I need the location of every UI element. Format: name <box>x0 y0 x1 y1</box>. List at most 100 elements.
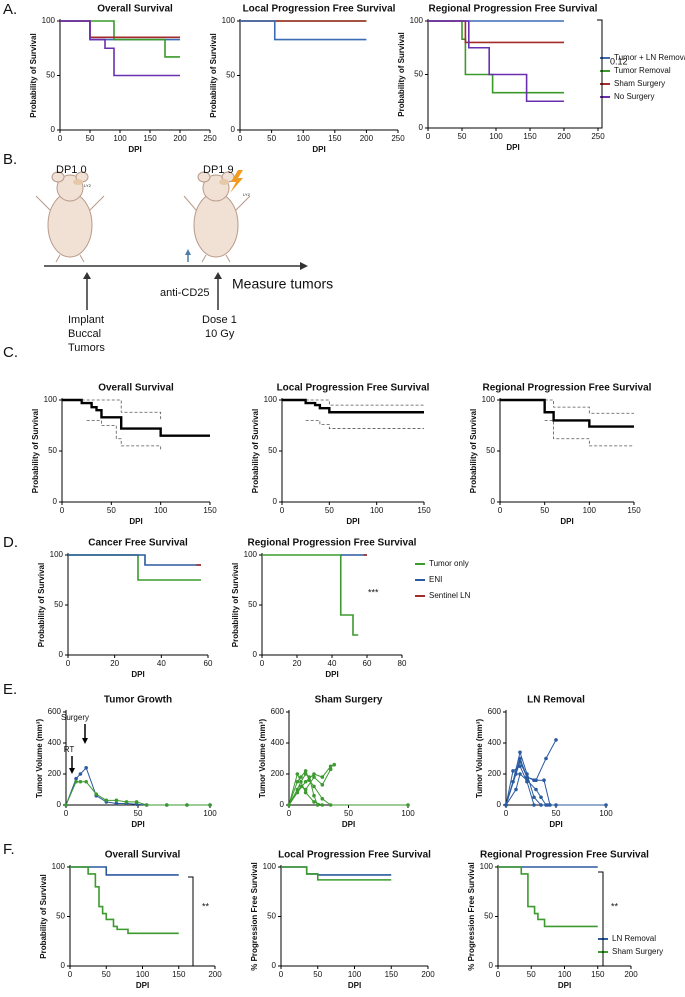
y-tick-label: 0 <box>273 497 278 506</box>
x-tick-label: 50 <box>458 132 467 141</box>
x-tick-label: 150 <box>143 134 157 143</box>
y-tick-label: 100 <box>222 16 236 25</box>
data-point <box>532 795 536 800</box>
x-tick-label: 40 <box>157 659 166 668</box>
x-axis-label: DPI <box>560 517 573 526</box>
data-point <box>312 784 316 789</box>
y-tick-label: 0 <box>59 650 64 659</box>
chart-title: Regional Progression Free Survival <box>480 850 649 861</box>
legend-label: Tumor + LN Removal <box>614 53 685 62</box>
x-axis-label: DPI <box>312 145 325 154</box>
data-point <box>84 766 88 770</box>
data-point <box>320 797 325 801</box>
y-tick-label: 0 <box>51 125 56 134</box>
survival-curve <box>281 866 392 876</box>
data-point <box>518 764 522 769</box>
y-tick-label: 100 <box>263 862 277 871</box>
data-point <box>114 801 119 806</box>
dose-label: 10 Gy <box>205 328 235 340</box>
x-tick-label: 0 <box>496 970 501 979</box>
annotation: RT <box>64 745 75 754</box>
survival-curve <box>60 20 180 58</box>
annotation: ** <box>611 901 619 911</box>
tiny-label: LY2 <box>243 192 251 197</box>
x-tick-label: 50 <box>552 809 561 818</box>
chart: Overall Survival 0 50 100 150 200 0 50 100 DPI Pro… <box>39 850 222 990</box>
x-tick-label: 50 <box>102 970 111 979</box>
chart-title: LN Removal <box>527 695 585 706</box>
x-tick-label: 100 <box>489 132 503 141</box>
data-point <box>303 779 308 784</box>
chart: Regional Progression Free Survival 0 20 40 6… <box>231 538 470 679</box>
survival-curve <box>498 866 598 928</box>
data-point <box>511 769 515 773</box>
y-axis-label: % Progression Free Survival <box>467 862 476 971</box>
annotation: 0.12 <box>610 56 628 66</box>
data-point <box>406 803 410 807</box>
x-tick-label: 50 <box>267 134 276 143</box>
y-tick-label: 0 <box>57 800 62 809</box>
data-point <box>548 803 552 807</box>
x-tick-label: 150 <box>203 506 217 515</box>
y-tick-label: 50 <box>268 446 277 455</box>
x-tick-label: 200 <box>624 970 638 979</box>
y-tick-label: 600 <box>488 707 502 716</box>
x-axis-label: DPI <box>131 670 144 679</box>
chart-title: Overall Survival <box>98 383 174 394</box>
data-point <box>312 793 316 798</box>
data-point <box>518 750 522 755</box>
legend-label: No Surgery <box>614 92 654 101</box>
data-point <box>328 803 333 807</box>
annotation: ** <box>202 901 210 911</box>
x-tick-label: 50 <box>344 809 353 818</box>
chart: Cancer Free Survival 0 20 40 60 0 50 100 DPI Prob… <box>37 538 213 679</box>
growth-line <box>505 773 547 806</box>
chart: Regional Progression Free Survival 0 50 100… <box>467 850 663 990</box>
x-tick-label: 0 <box>68 970 73 979</box>
chart: Tumor Growth 0 50 100 0 200 400 600 DPI Tumor Vol… <box>35 695 217 829</box>
radiation-icon <box>230 170 243 193</box>
data-point <box>514 787 518 792</box>
survival-curve <box>305 420 424 429</box>
data-point <box>78 779 83 784</box>
y-tick-label: 0 <box>280 800 285 809</box>
legend-label: Tumor only <box>429 559 469 568</box>
implant-label: Implant <box>68 314 104 326</box>
y-tick-label: 0 <box>489 961 494 970</box>
x-tick-label: 0 <box>287 809 292 818</box>
survival-curve <box>68 554 201 566</box>
implant-label: Buccal <box>68 328 101 340</box>
x-tick-label: 0 <box>426 132 431 141</box>
survival-curve <box>240 20 367 41</box>
mouse <box>183 170 251 263</box>
growth-line <box>288 769 332 806</box>
x-tick-label: 0 <box>64 809 69 818</box>
survival-curve <box>282 398 424 414</box>
data-point <box>312 800 316 804</box>
data-point <box>554 803 558 807</box>
annotation-arrowhead <box>82 738 88 744</box>
x-tick-label: 20 <box>293 659 302 668</box>
y-tick-label: 50 <box>56 912 65 921</box>
x-tick-label: 50 <box>540 506 549 515</box>
y-axis-label: % Progression Free Survival <box>250 862 259 971</box>
y-tick-label: 100 <box>50 550 64 559</box>
x-tick-label: 100 <box>370 506 384 515</box>
y-tick-label: 50 <box>226 71 235 80</box>
y-axis-label: Probability of Survival <box>209 33 218 117</box>
data-point <box>299 784 303 789</box>
survival-curve <box>70 866 179 876</box>
x-tick-label: 100 <box>558 970 572 979</box>
x-tick-label: 250 <box>391 134 405 143</box>
x-axis-label: DPI <box>549 820 562 829</box>
panel-label: F. <box>3 841 15 858</box>
y-tick-label: 600 <box>271 707 285 716</box>
chart: Regional Progression Free Survival 0 50 100… <box>469 383 652 526</box>
time-label: DP1 0 <box>56 164 87 176</box>
data-point <box>144 803 149 807</box>
survival-curve <box>70 866 179 935</box>
data-point <box>84 779 88 784</box>
data-point <box>104 798 109 803</box>
y-axis-label: Tumor Volume (mm³) <box>35 719 44 799</box>
